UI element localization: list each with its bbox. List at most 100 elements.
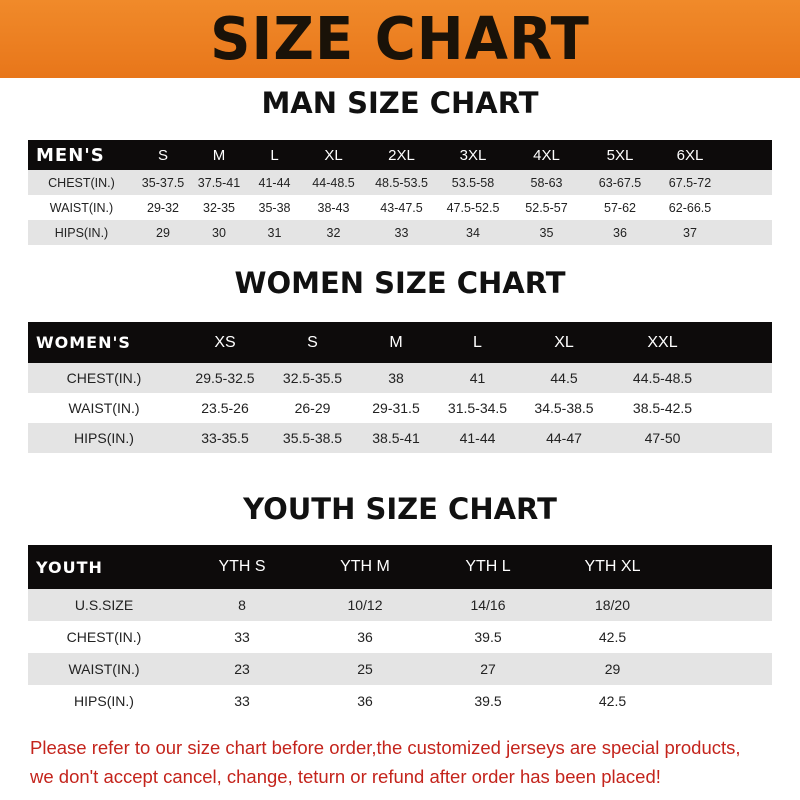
table-cell: M (389, 333, 403, 351)
table-row: WAIST(IN.) 23 25 27 29 (28, 653, 772, 685)
table-cell: XL (554, 333, 574, 351)
table-cell: 58-63 (530, 175, 563, 190)
table-cell: 25 (357, 661, 373, 677)
size-chart-banner: SIZE CHART (0, 0, 800, 78)
table-cell: 23 (234, 661, 250, 677)
table-cell: 33 (394, 225, 409, 240)
table-cell: 36 (357, 629, 373, 645)
table-cell: 6XL (676, 146, 704, 164)
table-row: CHEST(IN.) 35-37.5 37.5-41 41-44 44-48.5 48.5… (28, 170, 772, 195)
table-header-row: MEN'S S M L XL 2XL 3XL 4XL 5XL 6XL (28, 140, 772, 170)
table-cell: YTH M (340, 558, 390, 575)
table-cell: 41-44 (258, 175, 291, 190)
notice-line-1: Please refer to our size chart before or… (30, 737, 741, 758)
table-cell: 10/12 (347, 597, 383, 613)
table-cell: 39.5 (474, 693, 502, 709)
notice-line-2: we don't accept cancel, change, teturn o… (30, 766, 661, 787)
table-cell: YTH L (465, 558, 511, 575)
table-cell: 33-35.5 (201, 430, 249, 446)
table-cell: 37.5-41 (197, 175, 241, 190)
table-row: HIPS(IN.) 33-35.5 35.5-38.5 38.5-41 41-44 44-… (28, 423, 772, 453)
table-cell: S (307, 333, 318, 351)
table-cell: 23.5-26 (201, 400, 249, 416)
table-cell: 34.5-38.5 (534, 400, 594, 416)
table-cell: 2XL (388, 146, 415, 164)
table-cell: 35 (539, 225, 554, 240)
table-cell: 18/20 (594, 597, 631, 613)
youth-chart-title: YOUTH SIZE CHART (243, 492, 557, 526)
order-notice: Please refer to our size chart before or… (30, 733, 790, 791)
table-header-row: WOMEN'S XS S M L XL XXL (28, 322, 772, 363)
table-cell: 4XL (533, 146, 560, 164)
table-cell: 44.5-48.5 (632, 370, 693, 386)
table-cell: 53.5-58 (451, 175, 495, 190)
row-label: HIPS(IN.) (74, 430, 134, 446)
table-cell: 14/16 (470, 597, 506, 613)
table-cell: 29-32 (147, 200, 179, 215)
table-cell: 44.5 (550, 370, 578, 386)
table-cell: 35-38 (258, 200, 291, 215)
table-cell: 47.5-52.5 (446, 200, 500, 215)
table-row: WAIST(IN.) 23.5-26 26-29 29-31.5 31.5-34.5 34… (28, 393, 772, 423)
row-label: HIPS(IN.) (54, 225, 109, 240)
table-cell: 36 (357, 693, 373, 709)
table-row: HIPS(IN.) 33 36 39.5 42.5 (28, 685, 772, 717)
table-row: U.S.SIZE 8 10/12 14/16 18/20 (28, 589, 772, 621)
table-cell: 31.5-34.5 (447, 400, 508, 416)
table-cell: 32 (326, 225, 341, 240)
table-cell: 32.5-35.5 (282, 370, 343, 386)
table-cell: 62-66.5 (668, 200, 712, 215)
row-label: WOMEN'S (36, 333, 131, 352)
table-cell: 57-62 (604, 200, 636, 215)
women-chart-title: WOMEN SIZE CHART (234, 266, 566, 300)
table-cell: 37 (683, 225, 697, 240)
table-cell: 29 (604, 661, 621, 677)
table-cell: 31 (267, 225, 282, 240)
table-cell: 33 (234, 693, 250, 709)
table-cell: 38 (388, 370, 404, 386)
table-cell: 29 (156, 225, 170, 240)
table-cell: 35-37.5 (141, 175, 185, 190)
row-label: HIPS(IN.) (74, 693, 134, 709)
table-cell: 33 (234, 629, 250, 645)
table-cell: 41 (469, 370, 486, 386)
row-label: CHEST(IN.) (48, 175, 115, 190)
row-label: U.S.SIZE (74, 597, 134, 613)
table-cell: 36 (613, 225, 627, 240)
table-cell: 41-44 (459, 430, 496, 446)
banner-title: SIZE CHART (210, 4, 590, 74)
row-label: WAIST(IN.) (68, 400, 140, 416)
men-chart-title: MAN SIZE CHART (261, 86, 539, 120)
table-cell: 42.5 (598, 693, 627, 709)
row-label: CHEST(IN.) (66, 629, 142, 645)
women-size-table: WOMEN'S XS S M L XL XXL CHEST(IN.) 29.5-32.5 32.5… (28, 322, 772, 453)
table-cell: 39.5 (474, 629, 502, 645)
table-cell: 27 (480, 661, 496, 677)
table-cell: 42.5 (598, 629, 627, 645)
table-header-row: YOUTH YTH S YTH M YTH L YTH XL (28, 545, 772, 589)
table-cell: YTH XL (584, 558, 641, 575)
table-cell: 3XL (459, 146, 487, 164)
row-label: WAIST(IN.) (68, 661, 140, 677)
table-cell: 44-48.5 (312, 175, 355, 190)
table-cell: 63-67.5 (598, 175, 642, 190)
table-cell: 29-31.5 (372, 400, 420, 416)
table-cell: 38.5-41 (372, 430, 420, 446)
table-cell: 48.5-53.5 (375, 175, 428, 190)
table-cell: S (157, 146, 168, 164)
table-cell: 30 (212, 225, 226, 240)
table-cell: L (473, 333, 482, 351)
table-row: CHEST(IN.) 29.5-32.5 32.5-35.5 38 41 44.5 44.5… (28, 363, 772, 393)
table-row: WAIST(IN.) 29-32 32-35 35-38 38-43 43-47.5 47.… (28, 195, 772, 220)
table-cell: 67.5-72 (668, 175, 712, 190)
table-cell: 47-50 (644, 430, 681, 446)
table-cell: 44-47 (546, 430, 582, 446)
table-cell: 29.5-32.5 (195, 370, 255, 386)
table-cell: 38.5-42.5 (632, 400, 693, 416)
table-row: CHEST(IN.) 33 36 39.5 42.5 (28, 621, 772, 653)
table-cell: 43-47.5 (380, 200, 423, 215)
table-cell: XL (324, 146, 343, 164)
row-label: CHEST(IN.) (66, 370, 142, 386)
table-cell: L (270, 146, 279, 164)
table-cell: 26-29 (294, 400, 331, 416)
